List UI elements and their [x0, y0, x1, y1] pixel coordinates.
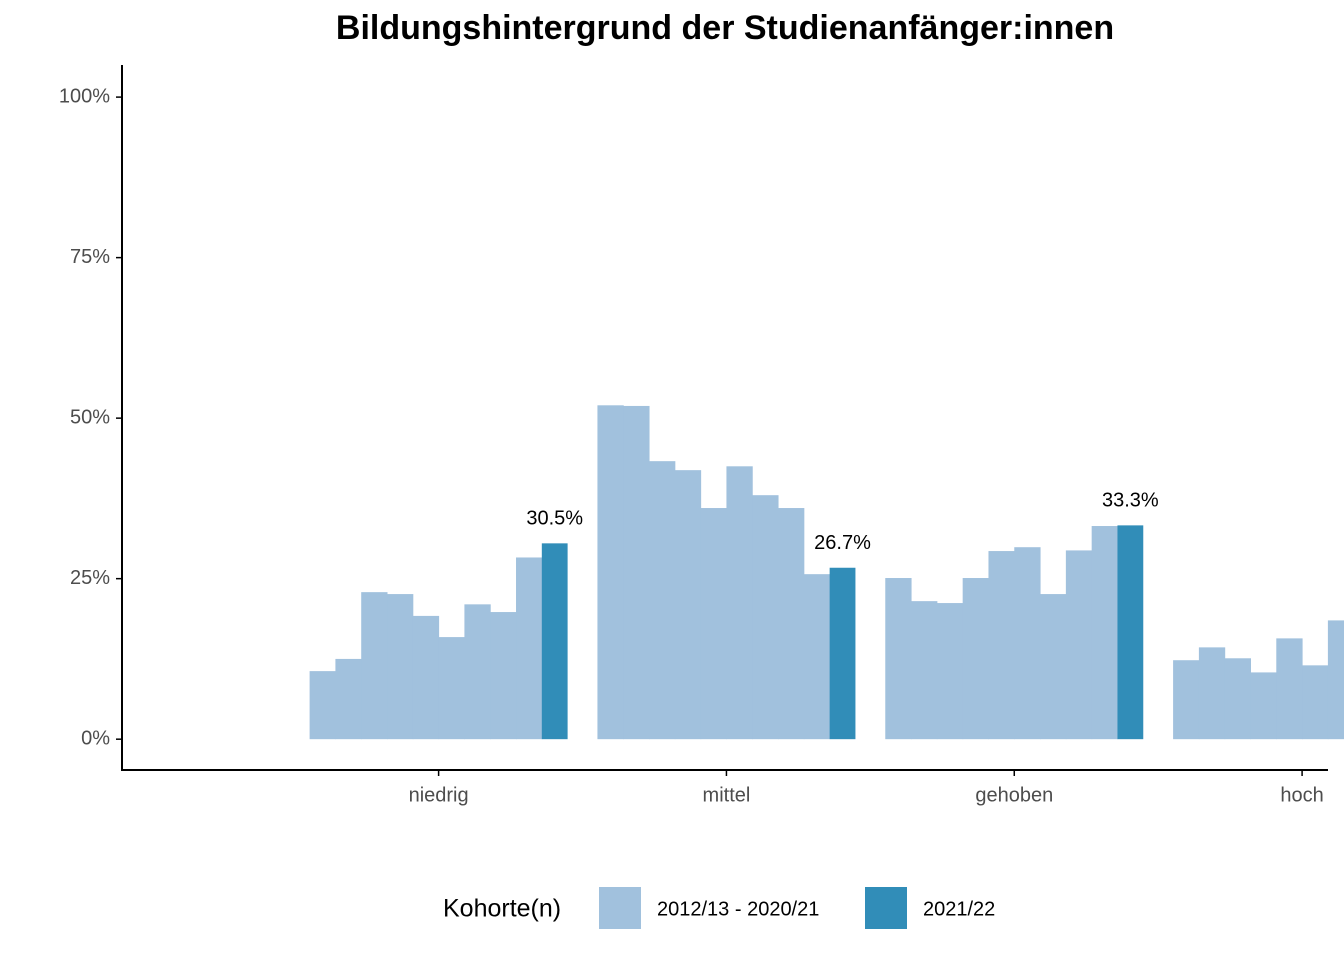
y-tick-label: 25% — [70, 567, 110, 589]
data-label: 33.3% — [1102, 490, 1159, 512]
bar — [309, 671, 336, 740]
bar — [674, 470, 702, 740]
bar — [412, 615, 440, 740]
bar — [778, 508, 805, 740]
bar — [752, 495, 779, 740]
bar — [597, 405, 624, 740]
y-tick-label: 100% — [59, 85, 110, 107]
bar — [1014, 547, 1041, 740]
bar — [623, 405, 650, 740]
bar — [438, 637, 465, 740]
bar — [335, 658, 362, 740]
bar — [1198, 647, 1226, 740]
legend-label: 2021/22 — [923, 898, 995, 920]
bar — [726, 466, 753, 740]
x-tick-label: mittel — [703, 784, 751, 806]
x-tick-label: gehoben — [975, 784, 1053, 806]
bar — [361, 592, 388, 740]
bar — [1040, 594, 1067, 740]
bar — [490, 612, 517, 740]
bar — [1091, 526, 1118, 740]
bar — [1327, 620, 1344, 740]
bar — [988, 551, 1015, 740]
bar — [464, 604, 491, 740]
legend-swatch — [865, 887, 907, 929]
data-label: 30.5% — [526, 508, 583, 530]
bar — [1250, 672, 1277, 740]
x-tick-label: niedrig — [409, 784, 469, 806]
bar — [936, 603, 964, 740]
bar — [1224, 658, 1251, 740]
chart-title: Bildungshintergrund der Studienanfänger:… — [336, 9, 1114, 47]
y-tick-label: 75% — [70, 246, 110, 268]
bar — [1065, 550, 1093, 740]
bar — [885, 578, 912, 740]
bar — [516, 557, 543, 740]
bar — [962, 578, 989, 740]
bar — [803, 574, 831, 740]
bar — [387, 594, 414, 740]
legend-title: Kohorte(n) — [443, 895, 561, 923]
legend-label: 2012/13 - 2020/21 — [657, 898, 819, 920]
y-tick-label: 50% — [70, 406, 110, 428]
bar — [649, 461, 676, 740]
bar — [700, 508, 727, 740]
bar — [1117, 525, 1144, 740]
bar — [1276, 638, 1303, 740]
bar — [911, 601, 938, 740]
x-tick-label: hoch — [1280, 784, 1323, 806]
data-label: 26.7% — [814, 532, 871, 554]
bar — [1302, 665, 1329, 740]
bar — [829, 567, 856, 740]
legend-swatch — [599, 887, 641, 929]
bar — [1173, 660, 1200, 740]
y-tick-label: 0% — [81, 727, 110, 749]
bar — [541, 543, 568, 740]
